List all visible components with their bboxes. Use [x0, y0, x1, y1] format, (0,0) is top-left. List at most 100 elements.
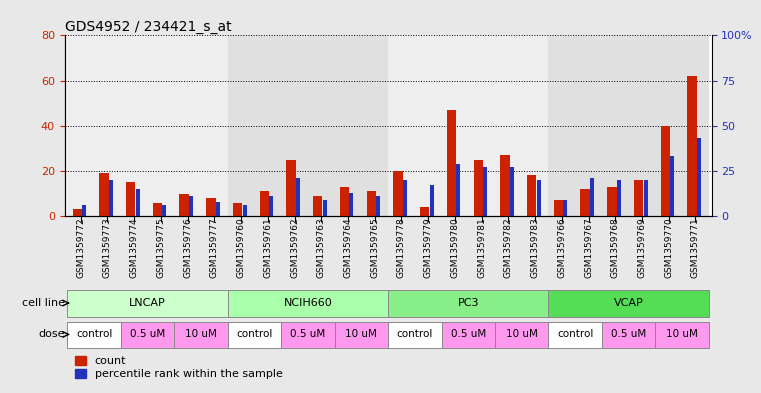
Text: PC3: PC3 [457, 298, 479, 308]
Bar [180, 193, 189, 216]
Bar [109, 180, 113, 216]
Text: 10 uM: 10 uM [506, 329, 538, 340]
Bar [388, 322, 441, 348]
Text: 0.5 uM: 0.5 uM [451, 329, 486, 340]
Text: GSM1359781: GSM1359781 [477, 218, 486, 278]
Bar [500, 155, 510, 216]
Bar [483, 167, 487, 216]
Bar [495, 322, 549, 348]
Bar [527, 175, 537, 216]
Bar [72, 209, 82, 216]
Text: GSM1359777: GSM1359777 [210, 218, 219, 278]
Bar [447, 110, 456, 216]
Text: GSM1359778: GSM1359778 [397, 218, 406, 278]
Text: control: control [557, 329, 594, 340]
Text: GSM1359764: GSM1359764 [343, 218, 352, 278]
Bar [537, 180, 540, 216]
Text: control: control [396, 329, 433, 340]
Text: 10 uM: 10 uM [185, 329, 217, 340]
Text: dose: dose [39, 329, 65, 340]
Bar [189, 196, 193, 216]
Bar [162, 205, 167, 216]
Bar [393, 171, 403, 216]
Text: cell line: cell line [22, 298, 65, 308]
Bar [135, 189, 140, 216]
Bar [473, 160, 483, 216]
Text: GSM1359768: GSM1359768 [611, 218, 619, 278]
Bar [367, 191, 376, 216]
Bar [243, 205, 247, 216]
Bar [616, 180, 621, 216]
Bar [153, 203, 162, 216]
Text: GSM1359783: GSM1359783 [530, 218, 540, 278]
Bar [655, 322, 708, 348]
Bar [549, 290, 708, 317]
Text: GSM1359773: GSM1359773 [103, 218, 112, 278]
Bar [430, 185, 434, 216]
Bar [634, 180, 643, 216]
Text: GSM1359765: GSM1359765 [371, 218, 379, 278]
Text: GSM1359779: GSM1359779 [424, 218, 433, 278]
Text: GSM1359776: GSM1359776 [183, 218, 192, 278]
Text: 10 uM: 10 uM [666, 329, 698, 340]
Bar [228, 35, 388, 216]
Bar [607, 187, 616, 216]
Text: GSM1359775: GSM1359775 [157, 218, 165, 278]
Text: control: control [76, 329, 113, 340]
Text: 0.5 uM: 0.5 uM [290, 329, 326, 340]
Bar [644, 180, 648, 216]
Text: 0.5 uM: 0.5 uM [611, 329, 646, 340]
Bar [340, 187, 349, 216]
Bar [206, 198, 215, 216]
Bar [420, 207, 429, 216]
Bar [554, 200, 563, 216]
Bar [174, 322, 228, 348]
Text: GSM1359760: GSM1359760 [237, 218, 246, 278]
Bar [296, 178, 300, 216]
Legend: count, percentile rank within the sample: count, percentile rank within the sample [70, 351, 287, 384]
Bar [388, 290, 549, 317]
Bar [563, 200, 568, 216]
Bar [581, 189, 590, 216]
Text: GSM1359771: GSM1359771 [691, 218, 700, 278]
Text: GSM1359780: GSM1359780 [451, 218, 460, 278]
Text: GSM1359762: GSM1359762 [290, 218, 299, 278]
Bar [260, 191, 269, 216]
Bar [670, 156, 674, 216]
Bar [99, 173, 109, 216]
Bar [228, 322, 282, 348]
Bar [269, 196, 273, 216]
Text: GSM1359766: GSM1359766 [557, 218, 566, 278]
Text: VCAP: VCAP [614, 298, 644, 308]
Bar [376, 196, 380, 216]
Bar [697, 138, 701, 216]
Bar [403, 180, 407, 216]
Bar [510, 167, 514, 216]
Text: GSM1359767: GSM1359767 [584, 218, 593, 278]
Text: GSM1359761: GSM1359761 [263, 218, 272, 278]
Bar [349, 193, 354, 216]
Bar [126, 182, 135, 216]
Bar [228, 290, 388, 317]
Bar [549, 322, 602, 348]
Text: GDS4952 / 234421_s_at: GDS4952 / 234421_s_at [65, 20, 231, 34]
Bar [313, 196, 323, 216]
Bar [661, 126, 670, 216]
Text: GSM1359774: GSM1359774 [129, 218, 139, 278]
Bar [233, 203, 242, 216]
Bar [68, 322, 121, 348]
Bar [68, 35, 228, 216]
Bar [286, 160, 296, 216]
Bar [388, 35, 549, 216]
Bar [216, 202, 220, 216]
Text: LNCAP: LNCAP [129, 298, 166, 308]
Bar [121, 322, 174, 348]
Text: 0.5 uM: 0.5 uM [130, 329, 165, 340]
Text: 10 uM: 10 uM [345, 329, 377, 340]
Bar [602, 322, 655, 348]
Bar [590, 178, 594, 216]
Text: GSM1359782: GSM1359782 [504, 218, 513, 278]
Text: GSM1359770: GSM1359770 [664, 218, 673, 278]
Text: GSM1359769: GSM1359769 [638, 218, 647, 278]
Text: control: control [236, 329, 272, 340]
